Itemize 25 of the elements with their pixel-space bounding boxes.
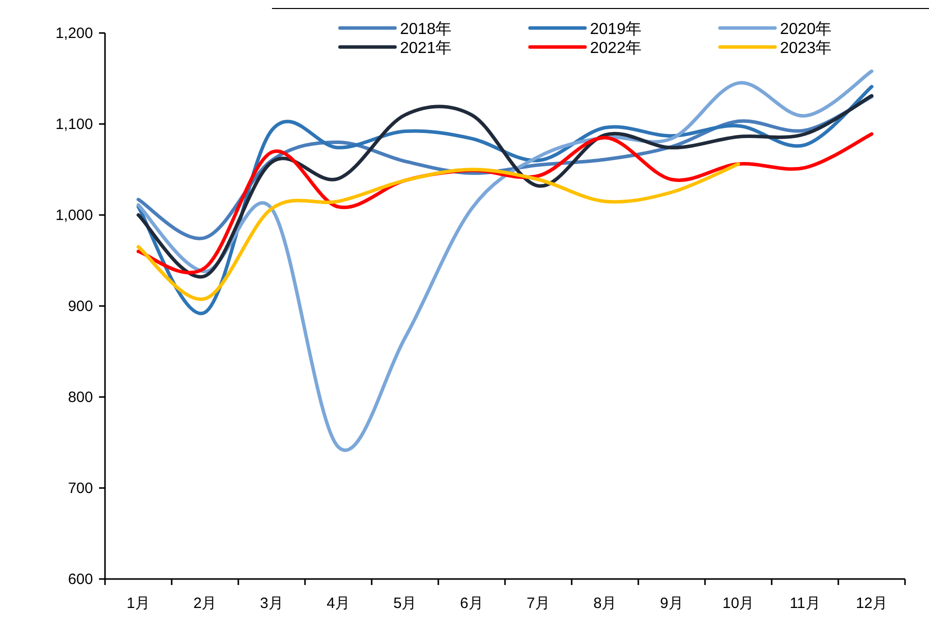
x-tick-label: 9月 [660,595,684,612]
y-tick-label: 1,200 [55,25,93,42]
y-tick-label: 1,000 [55,207,93,224]
x-tick-label: 10月 [722,595,754,612]
legend-label: 2023年 [780,40,832,57]
x-tick-label: 5月 [393,595,417,612]
y-tick-label: 800 [68,389,93,406]
x-tick-label: 6月 [460,595,484,612]
x-tick-label: 4月 [326,595,350,612]
legend-label: 2022年 [590,40,642,57]
y-tick-label: 900 [68,298,93,315]
x-tick-label: 7月 [526,595,550,612]
x-tick-label: 3月 [260,595,284,612]
x-tick-label: 12月 [856,595,888,612]
x-tick-label: 1月 [126,595,150,612]
x-tick-label: 2月 [193,595,217,612]
x-tick-label: 8月 [593,595,617,612]
y-tick-label: 700 [68,480,93,497]
legend-label: 2021年 [400,40,452,57]
y-tick-label: 600 [68,571,93,588]
legend-label: 2020年 [780,21,832,38]
x-tick-label: 11月 [790,595,820,612]
legend-label: 2019年 [590,21,642,38]
legend-label: 2018年 [400,21,452,38]
y-tick-label: 1,100 [55,116,93,133]
